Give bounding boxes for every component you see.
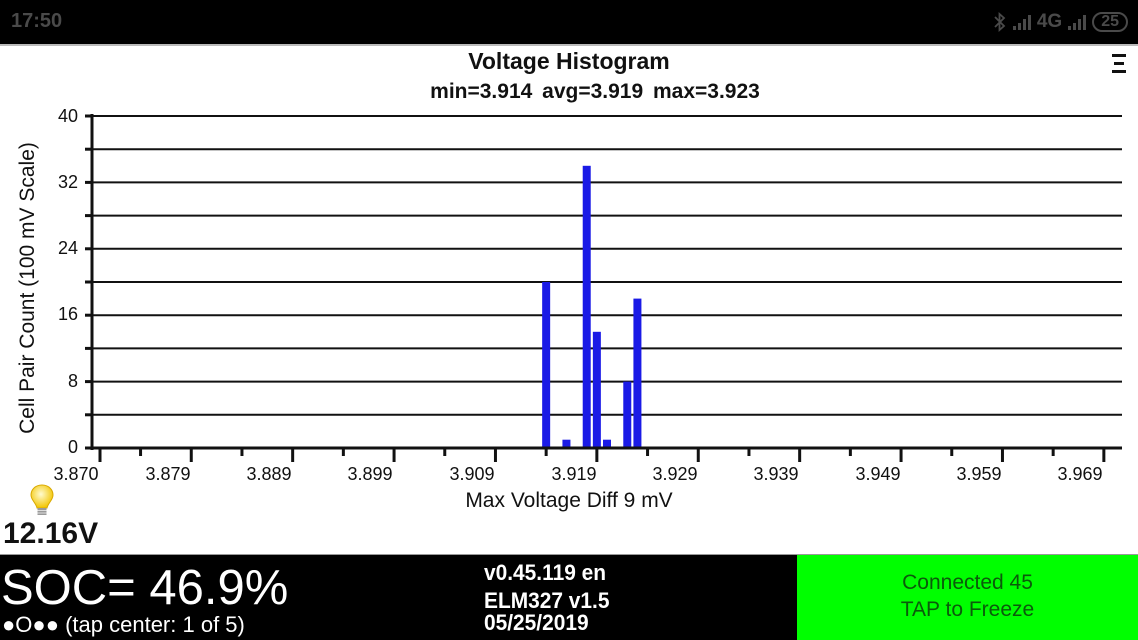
x-tick-label: 3.899: [347, 464, 393, 484]
histogram-bar: [633, 298, 642, 448]
x-tick-label: 3.909: [449, 464, 495, 484]
bluetooth-icon: [994, 12, 1006, 32]
page-indicator[interactable]: ●O●● (tap center: 1 of 5): [2, 612, 245, 637]
x-tick-label: 3.929: [652, 464, 698, 484]
menu-icon: [1112, 54, 1126, 57]
menu-icon-bar: [1114, 62, 1124, 65]
y-tick-label: 40: [57, 106, 78, 126]
histogram-bar: [542, 282, 551, 448]
aux-battery-voltage: 12.16V: [3, 517, 99, 550]
x-tick-label: 3.939: [753, 464, 799, 484]
y-tick-label: 16: [57, 304, 78, 324]
chart-title: Voltage Histogram: [468, 48, 670, 74]
x-tick-label: 3.870: [53, 464, 99, 484]
x-axis-label: Max Voltage Diff 9 mV: [465, 489, 673, 512]
bottom-divider: [0, 554, 1138, 555]
status-icons: 4G 25: [993, 10, 1128, 34]
histogram-bar: [603, 439, 611, 448]
x-tick-label: 3.959: [956, 464, 1002, 484]
histogram-bar: [562, 439, 571, 448]
battery-icon: 25: [1092, 12, 1128, 32]
y-tick-label: 8: [67, 371, 78, 391]
histogram-bar: [592, 331, 601, 448]
chart-subtitle: min=3.914 avg=3.919 max=3.923: [430, 80, 760, 103]
adapter-version: ELM327 v1.5: [484, 588, 610, 613]
signal-icon: [1068, 14, 1087, 30]
menu-icon-bar: [1112, 70, 1126, 73]
signal-icon: [1012, 14, 1031, 30]
y-tick-label: 0: [67, 437, 78, 457]
status-divider: [0, 44, 1138, 46]
y-tick-label: 24: [57, 238, 78, 258]
network-type: 4G: [1036, 11, 1063, 32]
soc-readout[interactable]: SOC= 46.9%: [1, 561, 289, 615]
version-info: v0.45.119 en ELM327 v1.5 05/25/2019: [484, 562, 616, 634]
app-version: v0.45.119 en: [484, 560, 607, 585]
battery-level: 25: [1101, 13, 1119, 30]
connection-freeze-button[interactable]: Connected 45 TAP to Freeze: [797, 555, 1138, 640]
x-tick-label: 3.949: [855, 464, 901, 484]
histogram-bar: [582, 165, 591, 449]
x-tick-label: 3.969: [1057, 464, 1103, 484]
histogram-bar: [623, 381, 632, 448]
connection-status: Connected 45: [902, 571, 1033, 594]
build-date: 05/25/2019: [484, 610, 589, 635]
histogram-plot: [85, 114, 1122, 462]
menu-button[interactable]: [1112, 52, 1126, 74]
x-tick-label: 3.919: [551, 464, 597, 484]
lightbulb-icon: [30, 484, 54, 515]
y-tick-label: 32: [57, 172, 78, 192]
status-time: 17:50: [11, 10, 63, 32]
x-tick-label: 3.879: [145, 464, 191, 484]
x-tick-label: 3.889: [246, 464, 292, 484]
freeze-hint: TAP to Freeze: [900, 598, 1035, 621]
status-bar: 17:50 4G 25: [0, 0, 1138, 44]
